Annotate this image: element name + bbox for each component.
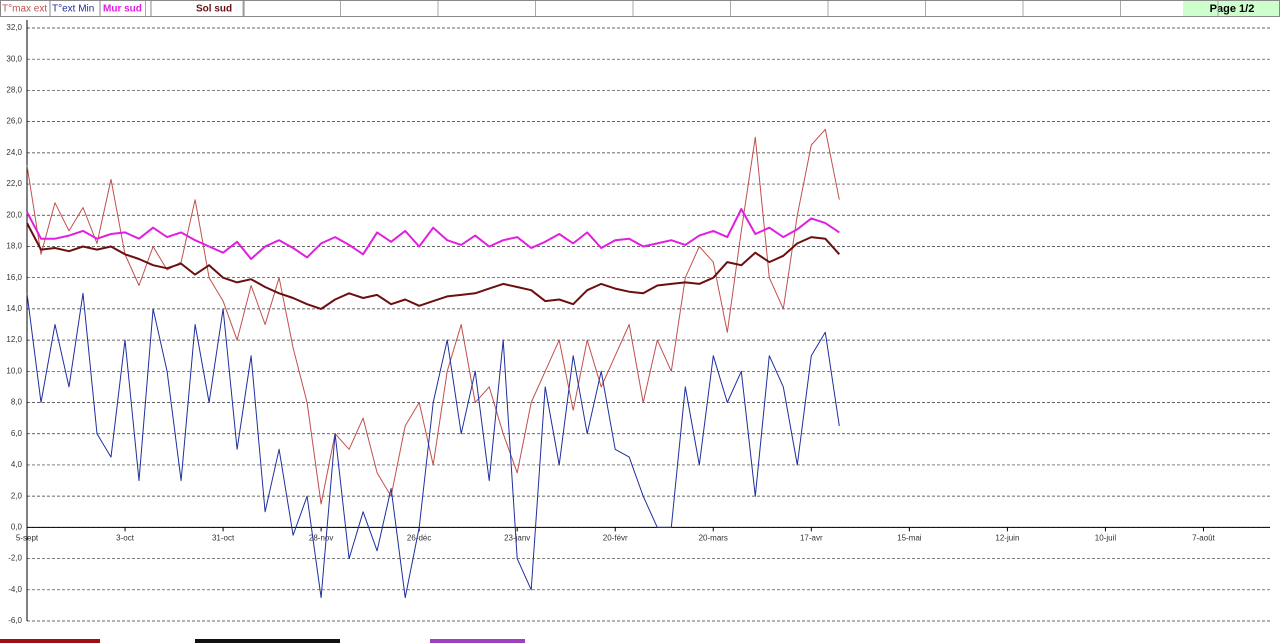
footer-bar xyxy=(195,639,340,643)
y-tick-label: 6,0 xyxy=(11,429,23,438)
x-tick-label: 28-nov xyxy=(309,533,333,542)
y-tick-label: 8,0 xyxy=(11,398,23,407)
legend-label: T°max ext xyxy=(2,4,47,15)
y-tick-label: 24,0 xyxy=(6,148,22,157)
y-tick-label: 10,0 xyxy=(6,366,22,375)
legend-label: Sol sud xyxy=(196,4,232,15)
x-tick-label: 5-sept xyxy=(16,533,39,542)
x-tick-label: 23-janv xyxy=(504,533,530,542)
y-tick-label: 20,0 xyxy=(6,210,22,219)
y-tick-label: -2,0 xyxy=(8,554,22,563)
legend-label: Mur sud xyxy=(103,4,142,15)
y-tick-label: -4,0 xyxy=(8,585,22,594)
y-tick-label: 32,0 xyxy=(6,23,22,32)
y-tick-label: 26,0 xyxy=(6,117,22,126)
y-tick-label: 30,0 xyxy=(6,54,22,63)
x-tick-label: 12-juin xyxy=(995,533,1019,542)
x-tick-label: 26-déc xyxy=(407,533,431,542)
x-tick-label: 10-juil xyxy=(1095,533,1117,542)
y-tick-label: 12,0 xyxy=(6,335,22,344)
x-tick-label: 20-févr xyxy=(603,533,628,542)
y-tick-label: 0,0 xyxy=(11,522,23,531)
footer-bar xyxy=(430,639,525,643)
x-tick-label: 20-mars xyxy=(699,533,728,542)
y-tick-label: 22,0 xyxy=(6,179,22,188)
series-line xyxy=(26,128,840,505)
y-tick-label: 18,0 xyxy=(6,242,22,251)
x-tick-label: 31-oct xyxy=(212,533,235,542)
y-tick-label: 4,0 xyxy=(11,460,23,469)
legend-bar xyxy=(0,0,1280,17)
x-tick-label: 3-oct xyxy=(116,533,135,542)
page-box xyxy=(1183,1,1279,16)
x-tick-label: 15-mai xyxy=(897,533,922,542)
y-tick-label: 28,0 xyxy=(6,86,22,95)
series-line xyxy=(26,292,840,599)
x-tick-label: 7-août xyxy=(1192,533,1215,542)
legend-label: T°ext Min xyxy=(52,4,94,15)
y-tick-label: 16,0 xyxy=(6,273,22,282)
y-tick-label: 2,0 xyxy=(11,491,23,500)
x-tick-label: 17-avr xyxy=(800,533,823,542)
page-label: Page 1/2 xyxy=(1210,3,1255,15)
series-line xyxy=(26,208,840,260)
footer-bar xyxy=(0,639,100,643)
series-line xyxy=(26,222,841,310)
y-tick-label: -6,0 xyxy=(8,616,22,625)
y-tick-label: 14,0 xyxy=(6,304,22,313)
